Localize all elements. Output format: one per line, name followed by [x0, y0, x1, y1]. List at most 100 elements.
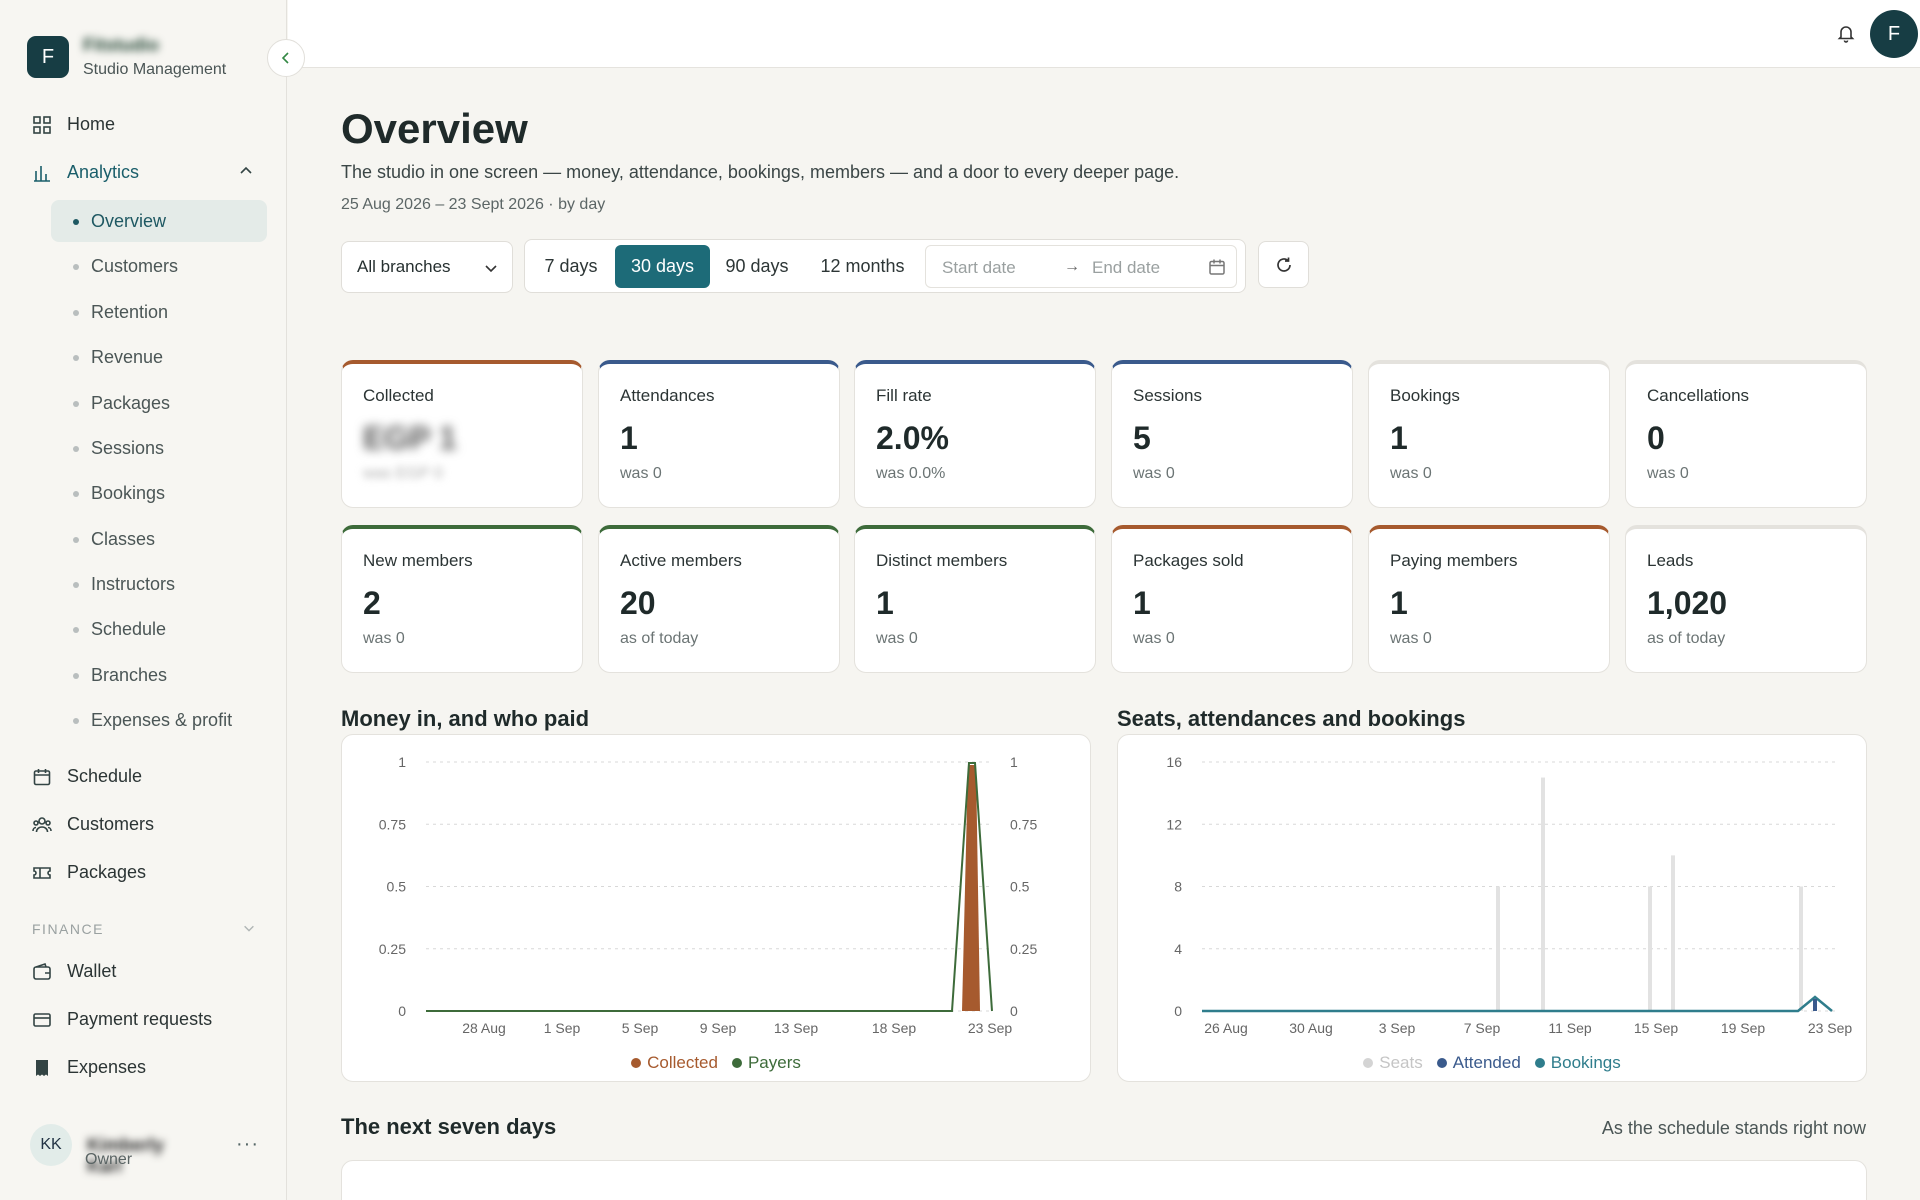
x-tick: 3 Sep: [1379, 1020, 1416, 1036]
sub-item-instructors[interactable]: Instructors: [51, 563, 267, 605]
kpi-card-paying-members[interactable]: Paying members 1 was 0: [1368, 525, 1610, 673]
nav-wallet[interactable]: Wallet: [32, 961, 116, 982]
page-subtitle: The studio in one screen — money, attend…: [341, 162, 1180, 182]
sub-item-overview[interactable]: Overview: [51, 200, 267, 242]
sub-item-schedule[interactable]: Schedule: [51, 608, 267, 650]
range-90-days-button[interactable]: 90 days: [725, 256, 789, 276]
nav-expenses-label: Expenses: [67, 1057, 147, 1077]
y-tick-right: 0.25: [1010, 941, 1037, 957]
x-tick: 7 Sep: [1464, 1020, 1501, 1036]
range-7-days-button[interactable]: 7 days: [544, 256, 598, 276]
bell-icon[interactable]: [1836, 23, 1856, 43]
chevron-down-icon[interactable]: [242, 921, 256, 935]
kpi-card-packages-sold[interactable]: Packages sold 1 was 0: [1111, 525, 1353, 673]
kpi-note: was 0.0%: [876, 465, 946, 482]
money-chart: 1 1 0.75 0.75 0.5 0.5 0.25 0.25 0 0 28 Aug 1 Sep 5 S…: [341, 734, 1091, 1082]
custom-date-range[interactable]: Start date → End date: [925, 245, 1237, 288]
kpi-note: was 0: [1390, 630, 1432, 647]
kpi-card-bookings[interactable]: Bookings 1 was 0: [1368, 360, 1610, 508]
sub-item-retention[interactable]: Retention: [51, 291, 267, 333]
kpi-value: 20: [620, 585, 656, 621]
nav-packages[interactable]: Packages: [32, 862, 146, 883]
legend-item-attended[interactable]: Attended: [1436, 1053, 1521, 1073]
kpi-card-fill-rate[interactable]: Fill rate 2.0% was 0.0%: [854, 360, 1096, 508]
legend-item-bookings[interactable]: Bookings: [1534, 1053, 1621, 1073]
nav-schedule[interactable]: Schedule: [32, 766, 142, 787]
kpi-note: was 0: [1133, 465, 1175, 482]
legend-item-seats[interactable]: Seats: [1363, 1053, 1423, 1073]
legend-item-payers[interactable]: Payers: [731, 1053, 801, 1073]
sub-item-sessions[interactable]: Sessions: [51, 427, 267, 469]
sub-item-revenue[interactable]: Revenue: [51, 336, 267, 378]
more-options-icon[interactable]: ···: [236, 1133, 259, 1155]
end-date-input[interactable]: End date: [1092, 258, 1161, 277]
brand-logo: F: [27, 36, 69, 78]
kpi-card-collected[interactable]: Collected EGP 1 was EGP 0: [341, 360, 583, 508]
brand-subtitle: Studio Management: [83, 61, 227, 78]
user-profile[interactable]: KK Kimberly Karl Owner: [30, 1124, 202, 1176]
range-12-months-button[interactable]: 12 months: [820, 256, 905, 276]
seats-chart-svg: 16 12 8 4 0 26 Aug 30 Aug 3 Sep 7 Sep 11 Sep 15 Se…: [1166, 754, 1853, 1036]
sub-item-branches[interactable]: Branches: [51, 654, 267, 696]
kpi-note: was EGP 0: [363, 465, 443, 482]
kpi-label: Active members: [620, 551, 742, 570]
legend-item-collected[interactable]: Collected: [631, 1053, 718, 1073]
kpi-card-sessions[interactable]: Sessions 5 was 0: [1111, 360, 1353, 508]
nav-payment-requests[interactable]: Payment requests: [32, 1009, 212, 1030]
nav-customers[interactable]: Customers: [32, 814, 154, 835]
x-tick: 15 Sep: [1634, 1020, 1679, 1036]
kpi-value: 2: [363, 585, 381, 621]
ticket-icon: [32, 863, 52, 883]
receipt-icon: [32, 1058, 52, 1078]
bar-chart-icon: [32, 163, 52, 183]
chevron-up-icon[interactable]: [238, 163, 254, 179]
start-date-input[interactable]: Start date: [942, 258, 1016, 277]
kpi-card-new-members[interactable]: New members 2 was 0: [341, 525, 583, 673]
kpi-note: as of today: [1647, 630, 1726, 647]
sub-item-packages[interactable]: Packages: [51, 382, 267, 424]
sub-item-bookings[interactable]: Bookings: [51, 472, 267, 514]
kpi-note: was 0: [363, 630, 405, 647]
nav-payment-requests-label: Payment requests: [67, 1009, 213, 1029]
arrow-right-icon: →: [1064, 258, 1080, 275]
nav-expenses[interactable]: Expenses: [32, 1057, 146, 1078]
refresh-button[interactable]: [1258, 241, 1309, 288]
collapse-sidebar-button[interactable]: [267, 39, 305, 77]
y-tick: 0: [1174, 1003, 1182, 1019]
y-tick-right: 1: [1010, 754, 1018, 770]
kpi-value: 1: [1390, 420, 1408, 456]
kpi-card-leads[interactable]: Leads 1,020 as of today: [1625, 525, 1867, 673]
legend-dot: [1534, 1058, 1545, 1068]
x-tick: 19 Sep: [1721, 1020, 1766, 1036]
y-tick-left: 0.25: [379, 941, 406, 957]
x-tick: 23 Sep: [1808, 1020, 1853, 1036]
brand[interactable]: F Fitstudio Studio Management: [27, 35, 226, 79]
chevron-left-icon: [281, 52, 289, 64]
account-avatar[interactable]: F: [1870, 10, 1918, 58]
kpi-card-attendances[interactable]: Attendances 1 was 0: [598, 360, 840, 508]
calendar-icon[interactable]: [1208, 258, 1226, 276]
y-tick: 12: [1166, 816, 1182, 832]
nav-home[interactable]: Home: [32, 114, 115, 135]
kpi-card-cancellations[interactable]: Cancellations 0 was 0: [1625, 360, 1867, 508]
nav-analytics-label: Analytics: [67, 162, 140, 182]
next-seven-days-card: [341, 1160, 1867, 1200]
sub-item-classes[interactable]: Classes: [51, 518, 267, 560]
sub-item-expenses-profit[interactable]: Expenses & profit: [51, 699, 267, 741]
nav-analytics[interactable]: Analytics: [32, 162, 139, 183]
kpi-card-active-members[interactable]: Active members 20 as of today: [598, 525, 840, 673]
grid-icon: [32, 115, 52, 135]
next-seven-days-note: As the schedule stands right now: [1601, 1118, 1866, 1138]
sub-item-customers[interactable]: Customers: [51, 245, 267, 287]
y-tick-right: 0: [1010, 1003, 1018, 1019]
branch-select[interactable]: All branches: [341, 241, 513, 293]
kpi-note: was 0: [620, 465, 662, 482]
kpi-card-distinct-members[interactable]: Distinct members 1 was 0: [854, 525, 1096, 673]
nav-customers-label: Customers: [67, 814, 155, 834]
x-tick: 13 Sep: [774, 1020, 819, 1036]
finance-section-label: FINANCE: [32, 921, 104, 937]
kpi-label: Sessions: [1133, 386, 1202, 405]
y-tick-left: 0.5: [387, 879, 407, 895]
user-name: Kimberly Karl: [87, 1135, 165, 1176]
range-30-days-button[interactable]: 30 days: [615, 245, 710, 288]
